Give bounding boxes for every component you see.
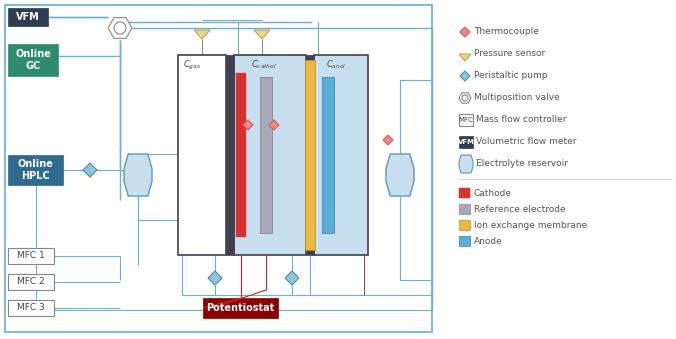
Bar: [260, 77, 272, 233]
Bar: [314, 55, 368, 255]
Bar: [8, 248, 54, 264]
Text: Reference electrode: Reference electrode: [474, 204, 566, 214]
Polygon shape: [460, 71, 470, 81]
Bar: [234, 55, 306, 255]
Bar: [226, 55, 234, 255]
Bar: [459, 114, 473, 126]
Text: $C_{gas}$: $C_{gas}$: [183, 58, 201, 72]
Bar: [8, 8, 48, 26]
Text: Cathode: Cathode: [474, 188, 512, 198]
Text: Ion exchange membrane: Ion exchange membrane: [474, 220, 587, 230]
Text: Anode: Anode: [474, 237, 503, 245]
Text: MFC 3: MFC 3: [17, 303, 45, 313]
Polygon shape: [386, 154, 414, 196]
Text: Pressure sensor: Pressure sensor: [474, 49, 546, 59]
Bar: [236, 73, 246, 237]
Bar: [322, 77, 334, 233]
Bar: [459, 220, 470, 230]
Text: Thermocouple: Thermocouple: [474, 27, 539, 37]
Bar: [178, 55, 226, 255]
Bar: [8, 155, 63, 185]
Polygon shape: [194, 30, 210, 39]
Bar: [459, 236, 470, 246]
Text: Online
HPLC: Online HPLC: [18, 159, 53, 181]
Circle shape: [114, 22, 126, 34]
Bar: [8, 300, 54, 316]
Text: $C_{anol}$: $C_{anol}$: [326, 59, 346, 71]
Bar: [305, 60, 315, 250]
Text: Multiposition valve: Multiposition valve: [474, 94, 560, 102]
Bar: [459, 204, 470, 214]
Polygon shape: [108, 18, 132, 38]
Polygon shape: [459, 155, 473, 173]
Text: VFM: VFM: [458, 139, 475, 145]
Text: MFC: MFC: [458, 117, 473, 123]
Text: $C_{cathol}$: $C_{cathol}$: [251, 59, 277, 71]
Bar: [459, 136, 473, 148]
Text: Electrolyte reservoir: Electrolyte reservoir: [476, 160, 568, 168]
Text: MFC 1: MFC 1: [17, 252, 45, 260]
Polygon shape: [459, 54, 471, 61]
Text: Peristaltic pump: Peristaltic pump: [474, 72, 548, 80]
Polygon shape: [269, 120, 279, 130]
Text: Mass flow controller: Mass flow controller: [476, 116, 566, 124]
Text: Potentiostat: Potentiostat: [206, 303, 274, 313]
Polygon shape: [383, 135, 393, 145]
Polygon shape: [243, 120, 253, 130]
Bar: [5, 5, 432, 332]
Bar: [306, 55, 314, 255]
Text: MFC 2: MFC 2: [17, 278, 45, 286]
Polygon shape: [83, 163, 97, 177]
Text: Volumetric flow meter: Volumetric flow meter: [476, 138, 577, 146]
Bar: [459, 188, 470, 198]
Bar: [8, 274, 54, 290]
Circle shape: [462, 95, 468, 101]
Polygon shape: [124, 154, 152, 196]
Text: Online
GC: Online GC: [15, 49, 51, 71]
Bar: [203, 298, 278, 318]
Bar: [8, 44, 58, 76]
Polygon shape: [254, 30, 270, 39]
Text: VFM: VFM: [16, 12, 40, 22]
Polygon shape: [208, 271, 222, 285]
Polygon shape: [460, 27, 470, 37]
Polygon shape: [285, 271, 299, 285]
Polygon shape: [459, 93, 471, 103]
